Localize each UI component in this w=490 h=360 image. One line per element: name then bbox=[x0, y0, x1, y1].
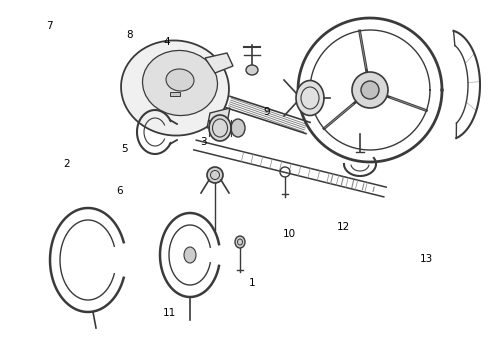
Ellipse shape bbox=[207, 167, 223, 183]
Ellipse shape bbox=[209, 115, 231, 141]
Text: 6: 6 bbox=[117, 186, 123, 196]
Ellipse shape bbox=[143, 50, 218, 116]
Text: 7: 7 bbox=[46, 21, 52, 31]
Text: 10: 10 bbox=[283, 229, 295, 239]
Text: 2: 2 bbox=[63, 159, 70, 169]
Ellipse shape bbox=[296, 81, 324, 116]
Text: 13: 13 bbox=[419, 254, 433, 264]
Polygon shape bbox=[170, 92, 180, 96]
Polygon shape bbox=[207, 108, 230, 128]
Text: 11: 11 bbox=[162, 308, 176, 318]
Ellipse shape bbox=[246, 65, 258, 75]
Ellipse shape bbox=[121, 40, 229, 136]
Text: 8: 8 bbox=[126, 30, 133, 40]
Ellipse shape bbox=[352, 72, 388, 108]
Ellipse shape bbox=[235, 236, 245, 248]
Text: 3: 3 bbox=[200, 137, 207, 147]
Ellipse shape bbox=[361, 81, 379, 99]
Polygon shape bbox=[205, 53, 233, 73]
Text: 9: 9 bbox=[264, 107, 270, 117]
Text: 12: 12 bbox=[336, 222, 350, 232]
Ellipse shape bbox=[184, 247, 196, 263]
Text: 5: 5 bbox=[122, 144, 128, 154]
Ellipse shape bbox=[166, 69, 194, 91]
Text: 4: 4 bbox=[163, 37, 170, 48]
Text: 1: 1 bbox=[249, 278, 256, 288]
Ellipse shape bbox=[231, 119, 245, 137]
